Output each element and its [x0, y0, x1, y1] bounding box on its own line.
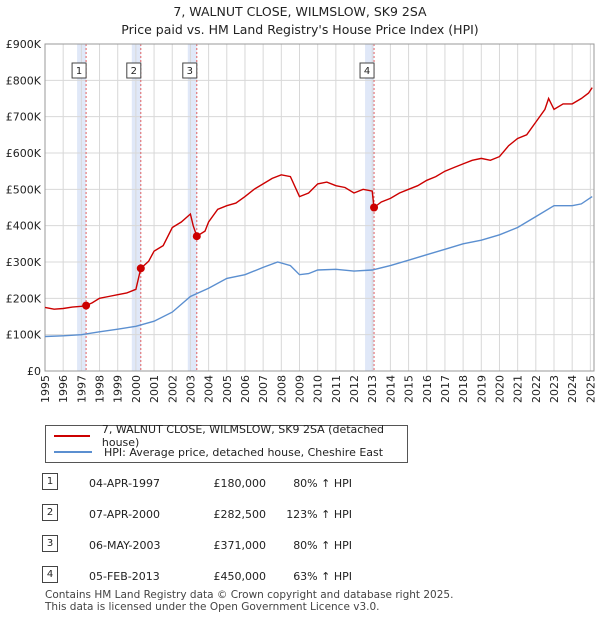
sale-number: 2 [42, 504, 58, 521]
x-tick-label: 1996 [57, 375, 70, 403]
x-tick-label: 2015 [403, 375, 416, 403]
x-tick-label: 2016 [421, 375, 434, 403]
x-tick-label: 2006 [239, 375, 252, 403]
sale-hpi-change: 63% ↑ HPI [293, 570, 352, 583]
table-row: 4 05-FEB-2013 £450,000 63% ↑ HPI [42, 566, 562, 597]
sale-price: £282,500 [213, 508, 267, 521]
x-tick-label: 2000 [130, 375, 143, 403]
x-tick-label: 1997 [75, 375, 88, 403]
sale-label: 2 [131, 66, 137, 77]
x-tick-label: 2023 [548, 375, 561, 403]
x-tick-label: 2014 [384, 375, 397, 403]
x-tick-label: 2012 [348, 375, 361, 403]
x-tick-label: 1998 [94, 375, 107, 403]
sale-price: £371,000 [213, 539, 267, 552]
x-tick-label: 2009 [294, 375, 307, 403]
hpi-line [44, 196, 593, 338]
footer: Contains HM Land Registry data © Crown c… [45, 589, 453, 613]
x-tick-label: 2013 [366, 375, 379, 403]
chart-area: 1 2 3 4 £0 £100K £200K £300K £400K £500K £600K £700… [6, 38, 598, 403]
sale-band [187, 44, 197, 371]
sale-date: 06-MAY-2003 [89, 539, 161, 552]
y-tick-label: £700K [6, 111, 42, 124]
x-tick-label: 2022 [530, 375, 543, 403]
chart-title: 7, WALNUT CLOSE, WILMSLOW, SK9 2SA [173, 4, 427, 19]
y-tick-label: £400K [6, 220, 42, 233]
sale-point [82, 301, 91, 310]
y-tick-label: £800K [6, 74, 42, 87]
legend: 7, WALNUT CLOSE, WILMSLOW, SK9 2SA (deta… [45, 423, 408, 463]
y-tick-label: £200K [6, 292, 42, 305]
sale-price: £450,000 [213, 570, 267, 583]
sale-label: 4 [364, 66, 370, 77]
x-tick-label: 1995 [39, 375, 52, 403]
x-tick-label: 2002 [166, 375, 179, 403]
sale-hpi-change: 80% ↑ HPI [293, 477, 352, 490]
legend-label-property: 7, WALNUT CLOSE, WILMSLOW, SK9 2SA (deta… [101, 423, 385, 449]
y-tick-label: £100K [6, 329, 42, 342]
y-tick-label: £0 [27, 365, 41, 378]
sale-band [365, 44, 375, 371]
legend-item-hpi: HPI: Average price, detached house, Ches… [54, 444, 383, 460]
table-row: 2 07-APR-2000 £282,500 123% ↑ HPI [42, 504, 562, 535]
sale-point [192, 232, 201, 241]
sale-point [370, 203, 379, 212]
sale-label-box [359, 62, 375, 79]
y-tick-label: £900K [6, 38, 42, 51]
sale-label-box [182, 62, 198, 79]
y-tick-label: £500K [6, 183, 42, 196]
footer-licence: This data is licensed under the Open Gov… [45, 601, 380, 613]
y-tick-label: £600K [6, 147, 42, 160]
sale-hpi-change: 123% ↑ HPI [286, 508, 352, 521]
x-tick-label: 2003 [184, 375, 197, 403]
x-tick-label: 2018 [457, 375, 470, 403]
sale-label: 1 [76, 66, 82, 77]
x-tick-label: 2011 [330, 375, 343, 403]
plot-frame [44, 43, 595, 372]
x-tick-label: 2024 [566, 375, 579, 403]
sale-label-box [71, 62, 87, 79]
x-tick-label: 2001 [148, 375, 161, 403]
table-row: 3 06-MAY-2003 £371,000 80% ↑ HPI [42, 535, 562, 566]
x-tick-label: 2007 [257, 375, 270, 403]
sales-table: 1 04-APR-1997 £180,000 80% ↑ HPI 2 07-AP… [42, 473, 562, 597]
x-tick-label: 1999 [112, 375, 125, 403]
sale-number: 1 [42, 473, 58, 490]
sale-point [136, 264, 145, 273]
legend-label-hpi: HPI: Average price, detached house, Ches… [104, 445, 384, 459]
sale-hpi-change: 80% ↑ HPI [293, 539, 352, 552]
sale-label-box [126, 62, 142, 79]
footer-copyright: Contains HM Land Registry data © Crown c… [45, 589, 454, 601]
x-tick-label: 2019 [475, 375, 488, 403]
sale-date: 07-APR-2000 [89, 508, 161, 521]
x-tick-label: 2017 [439, 375, 452, 403]
sale-label: 3 [187, 66, 193, 77]
y-tick-label: £300K [6, 256, 42, 269]
x-tick-label: 2008 [275, 375, 288, 403]
x-tick-label: 2005 [221, 375, 234, 403]
sale-date: 05-FEB-2013 [89, 570, 160, 583]
sale-price: £180,000 [213, 477, 267, 490]
chart-subtitle: Price paid vs. HM Land Registry's House … [121, 22, 479, 37]
x-tick-label: 2004 [203, 375, 216, 403]
sale-date: 04-APR-1997 [89, 477, 161, 490]
property-price-line [44, 87, 593, 310]
sale-number: 3 [42, 535, 58, 552]
legend-swatch-property [54, 435, 90, 437]
table-row: 1 04-APR-1997 £180,000 80% ↑ HPI [42, 473, 562, 504]
x-tick-label: 2021 [512, 375, 525, 403]
x-tick-label: 2025 [584, 375, 597, 403]
x-tick-label: 2010 [312, 375, 325, 403]
x-tick-label: 2020 [493, 375, 506, 403]
legend-swatch-hpi [54, 451, 92, 453]
sale-number: 4 [42, 566, 58, 583]
legend-item-property: 7, WALNUT CLOSE, WILMSLOW, SK9 2SA (deta… [54, 423, 407, 449]
